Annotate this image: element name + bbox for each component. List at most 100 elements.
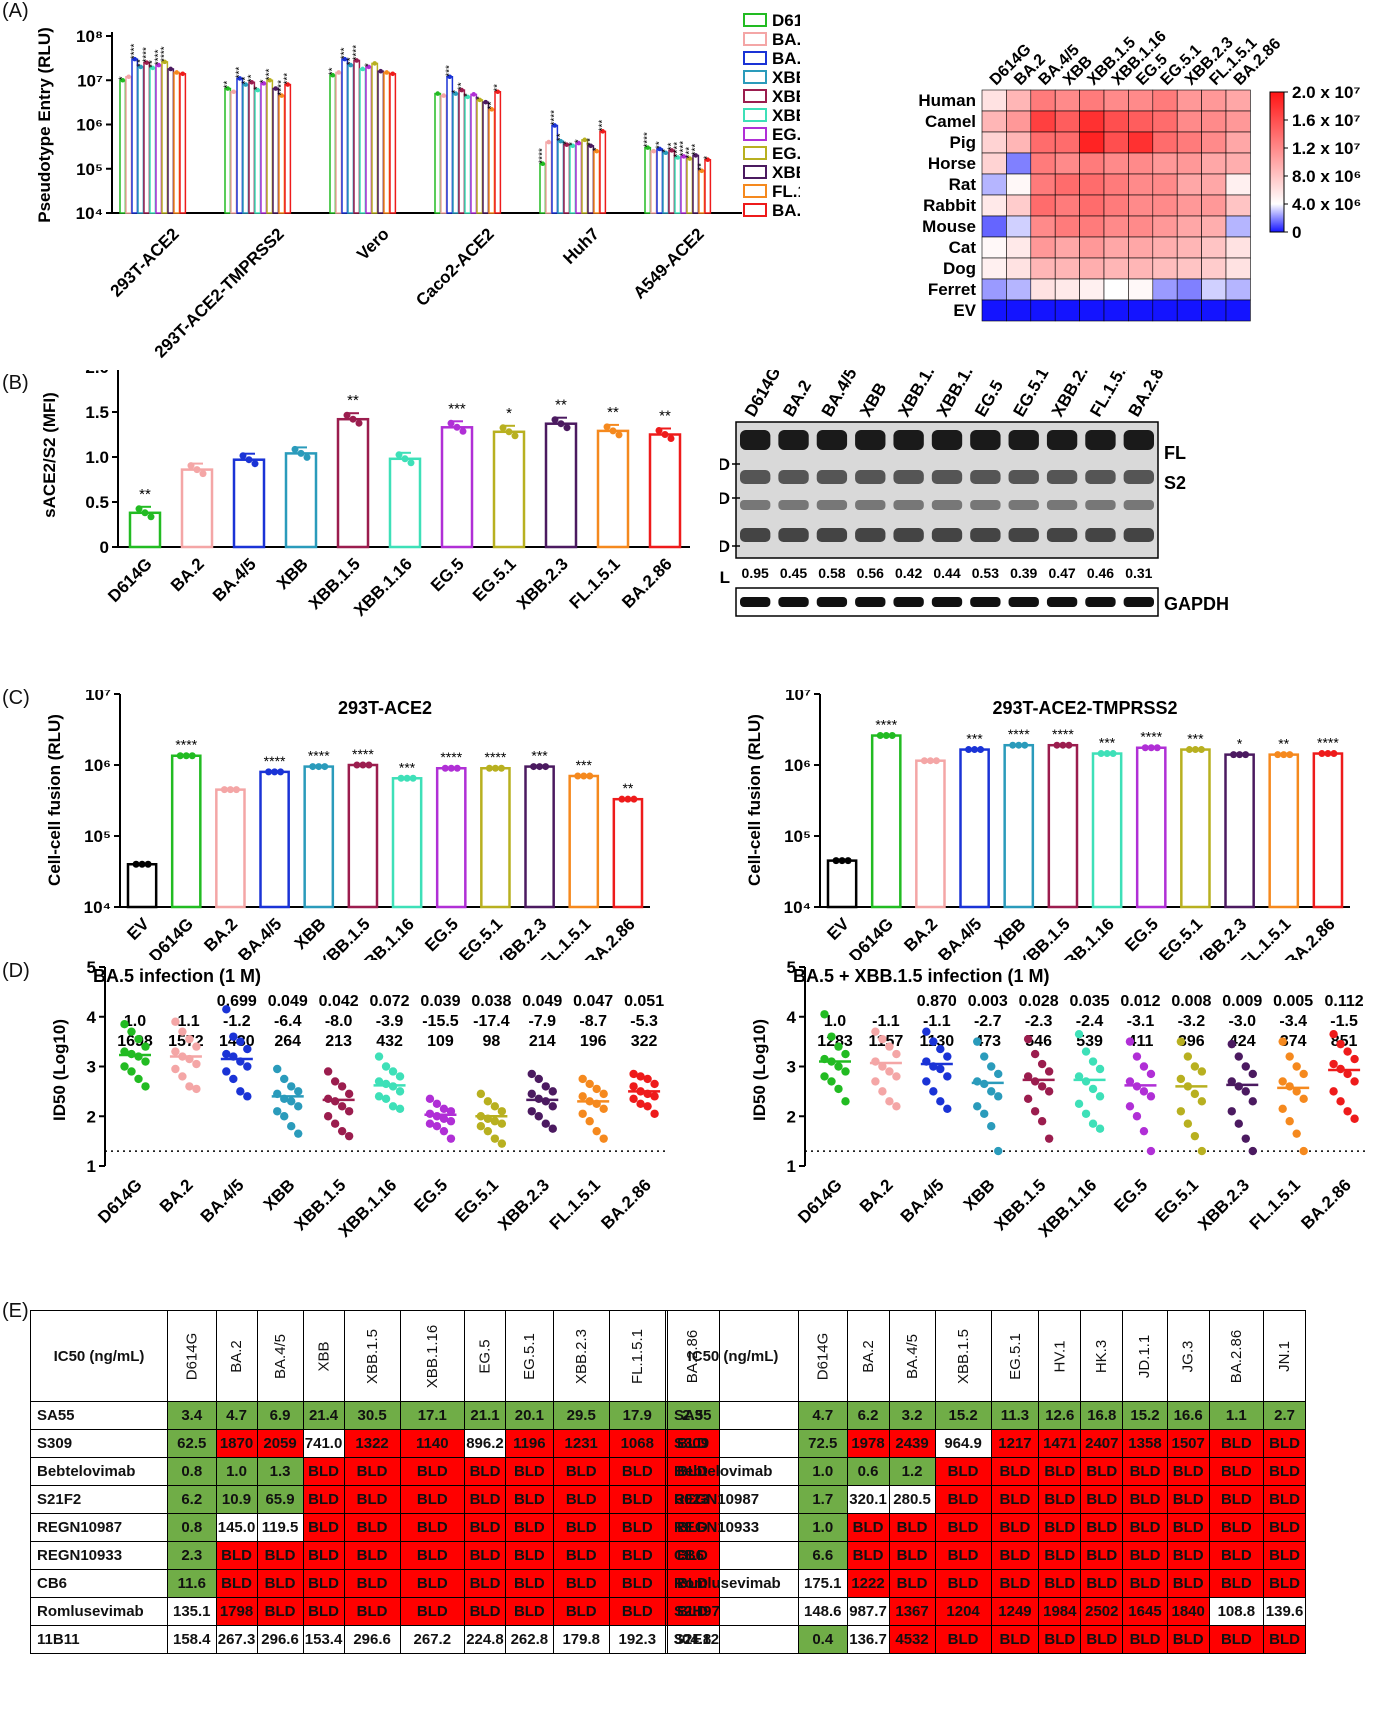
data-point: [1278, 1104, 1287, 1113]
data-point: [1065, 741, 1073, 749]
heatmap-cell: [1176, 152, 1202, 175]
ic50-cell: BLD: [888, 1541, 936, 1570]
ic50-cell: BLD: [552, 1457, 610, 1486]
ic50-cell: 11.3: [990, 1401, 1040, 1430]
bar: [482, 101, 490, 214]
legend-swatch: [743, 70, 767, 84]
bar: [452, 92, 460, 214]
colorbar-tick-label: 1.2 x 10⁷: [1292, 139, 1360, 158]
minor-band: [1046, 500, 1078, 510]
significance-marker: *: [506, 405, 512, 422]
data-point: [536, 763, 544, 771]
x-category-label: BA.4/5: [935, 914, 986, 960]
y-tick-label: 10⁷: [85, 690, 111, 704]
data-point: [650, 1092, 659, 1101]
data-point: [231, 89, 236, 95]
data-point: [287, 1082, 296, 1091]
x-category-label: XBB.2.3: [494, 1175, 553, 1234]
data-point: [1242, 751, 1250, 759]
data-point: [540, 161, 545, 167]
antibody-name: S2E12: [667, 1625, 799, 1654]
bar: [260, 82, 268, 214]
ic50-cell: 108.8: [1208, 1597, 1265, 1626]
data-point: [134, 1074, 143, 1084]
fl-band: [931, 430, 963, 450]
data-point: [1103, 750, 1111, 758]
data-point: [395, 1072, 405, 1081]
ic50-cell: 267.3: [215, 1625, 258, 1654]
lane-label: EG.5: [971, 377, 1007, 420]
s2-band: [1123, 470, 1154, 484]
data-point: [388, 1067, 398, 1076]
data-point: [551, 416, 559, 424]
ic50-cell: 0.4: [798, 1625, 848, 1654]
significance-marker: ****: [1008, 726, 1030, 742]
significance-marker: **: [493, 84, 504, 92]
bar: [341, 58, 349, 214]
data-point: [138, 64, 143, 70]
ic50-cell: 2.7: [1263, 1401, 1307, 1430]
heatmap-cell: [1030, 110, 1056, 133]
significance-marker: **: [347, 392, 359, 409]
ic50-cell: 30.5: [343, 1401, 401, 1430]
heatmap-cell: [1176, 278, 1202, 301]
data-point: [395, 1104, 405, 1113]
data-point: [343, 411, 351, 419]
data-point: [192, 1042, 201, 1051]
bar: [656, 148, 664, 214]
data-point: [171, 1047, 180, 1056]
p-value: 0.005: [1273, 993, 1313, 1010]
data-point: [585, 1079, 594, 1089]
heatmap-cell: [1030, 257, 1056, 280]
significance-marker: **: [223, 81, 234, 89]
bar: [488, 108, 496, 214]
ic50-cell: BLD: [934, 1541, 992, 1570]
data-point: [132, 860, 140, 868]
ic50-cell: BLD: [1080, 1625, 1124, 1654]
data-point: [441, 764, 449, 772]
heatmap-cell: [1054, 194, 1080, 217]
s2-band: [893, 470, 924, 484]
table-corner-label: IC50 (ng/mL): [30, 1310, 168, 1402]
bar: [435, 766, 467, 909]
bar: [599, 130, 607, 214]
data-point: [453, 423, 461, 431]
data-point: [1074, 1099, 1084, 1109]
ic50-cell: BLD: [1038, 1569, 1082, 1598]
y-axis-label: sACE2/S2 (MFI): [40, 392, 59, 518]
low-band: [740, 528, 771, 542]
data-point: [1125, 1102, 1135, 1111]
legend-label: XBB.2.3: [772, 163, 800, 182]
data-point: [178, 1072, 187, 1081]
ic50-table-right: IC50 (ng/mL) D614G BA.2 BA.4/5 XBB.1.5 EG.5.1…: [667, 1310, 1307, 1654]
significance-marker: **: [457, 82, 468, 90]
data-point: [1234, 1119, 1243, 1128]
x-category-label: EG.5: [421, 914, 462, 955]
fold-change: 1.0: [124, 1013, 146, 1030]
minor-band: [816, 500, 848, 510]
sace2-binding-chart: 00.51.01.52.0sACE2/S2 (MFI)**D614GBA.2BA…: [40, 370, 690, 620]
y-tick-label: 10⁶: [84, 756, 111, 775]
data-point: [1141, 744, 1149, 752]
ic50-cell: 2.3: [167, 1541, 217, 1570]
ic50-cell: 987.7: [846, 1597, 890, 1626]
legend-label: EG.5: [772, 125, 800, 144]
heatmap-cell: [1079, 236, 1105, 259]
heatmap-cell: [1152, 194, 1178, 217]
heatmap-row-label: Human: [918, 91, 976, 110]
gapdh-band: [1008, 597, 1039, 607]
heatmap-cell: [1103, 89, 1129, 112]
fold-change: -15.5: [422, 1013, 459, 1030]
data-point: [630, 795, 638, 803]
data-point: [585, 1117, 594, 1126]
data-point: [1059, 741, 1067, 749]
ic50-cell: BLD: [990, 1625, 1040, 1654]
data-point: [477, 97, 483, 103]
significance-marker: ****: [679, 141, 690, 157]
data-point: [337, 1102, 347, 1111]
table-column-header: XBB.2.3: [552, 1310, 610, 1402]
data-point: [563, 424, 571, 432]
ic50-cell: BLD: [608, 1513, 666, 1542]
bar: [1268, 753, 1300, 909]
bar: [266, 79, 274, 214]
